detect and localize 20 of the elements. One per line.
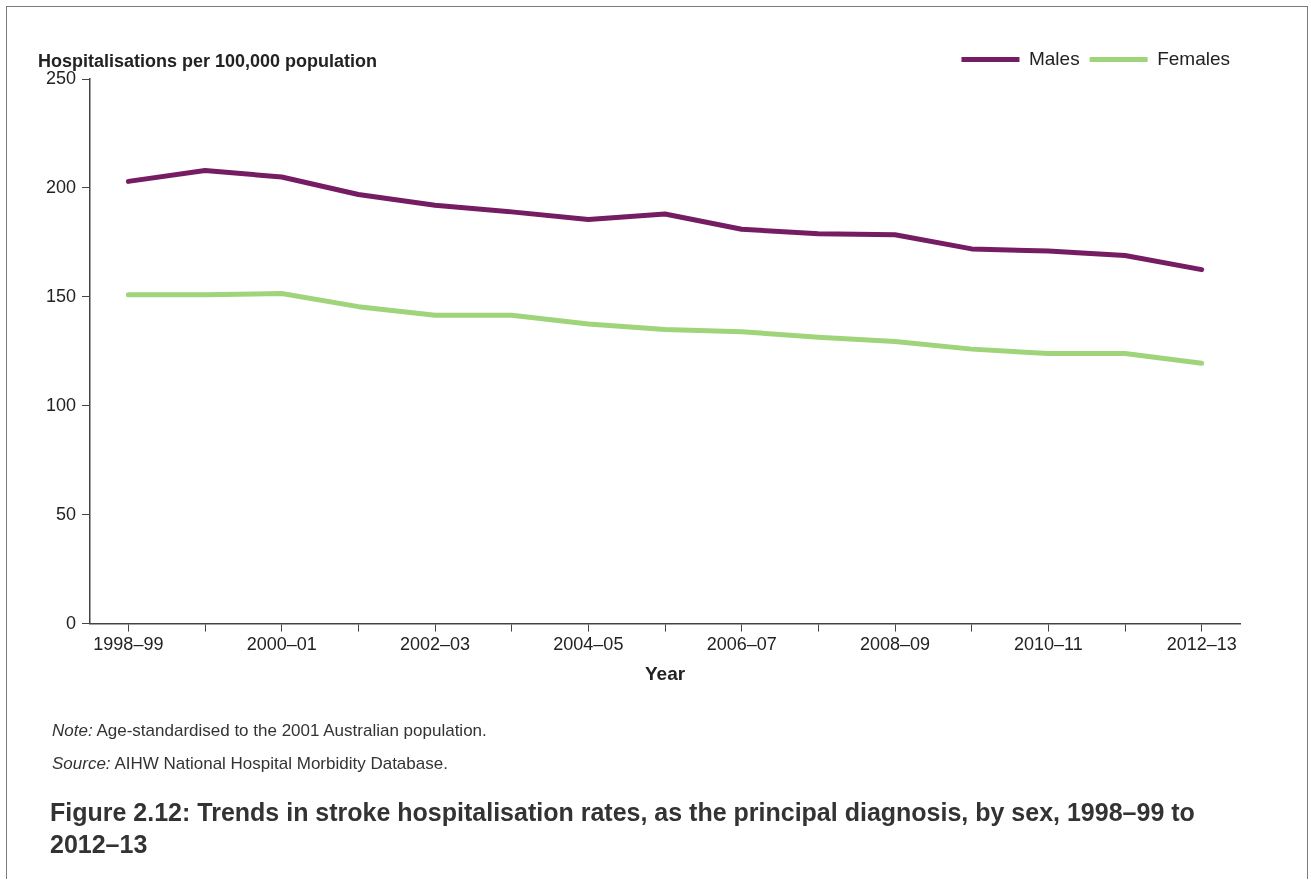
source-note: Source: AIHW National Hospital Morbidity Database. [52, 753, 449, 775]
x-tick-label: 2006–07 [706, 634, 777, 655]
legend-label: Males [1028, 47, 1080, 69]
x-tick-label: 2004–05 [553, 634, 624, 655]
text: Figure 2.12: Trends in stroke hospitalisation rates, as the principal diagnosis, by sex, 1998–99 to 2012–13 [50, 797, 1196, 860]
y-tick-label: 0 [66, 612, 77, 633]
x-tick-label: 2000–01 [246, 634, 317, 655]
y-tick-label: 100 [45, 394, 77, 415]
y-tick-label: 200 [45, 176, 77, 197]
y-tick-label: 50 [56, 503, 77, 524]
text: Note: Age-standardised to the 2001 Australian population. [52, 720, 487, 742]
y-tick-label: 150 [45, 285, 77, 306]
x-axis-title: Year [644, 662, 686, 684]
x-tick-label: 2008–09 [859, 634, 931, 655]
x-tick-label: 1998–99 [93, 634, 164, 655]
x-tick-label: 2002–03 [399, 634, 471, 655]
x-tick-label: 2012–13 [1166, 634, 1237, 655]
legend-label: Females [1157, 47, 1230, 69]
x-tick-label: 2010–11 [1013, 634, 1083, 655]
y-axis-title: Hospitalisations per 100,000 population [38, 51, 378, 71]
